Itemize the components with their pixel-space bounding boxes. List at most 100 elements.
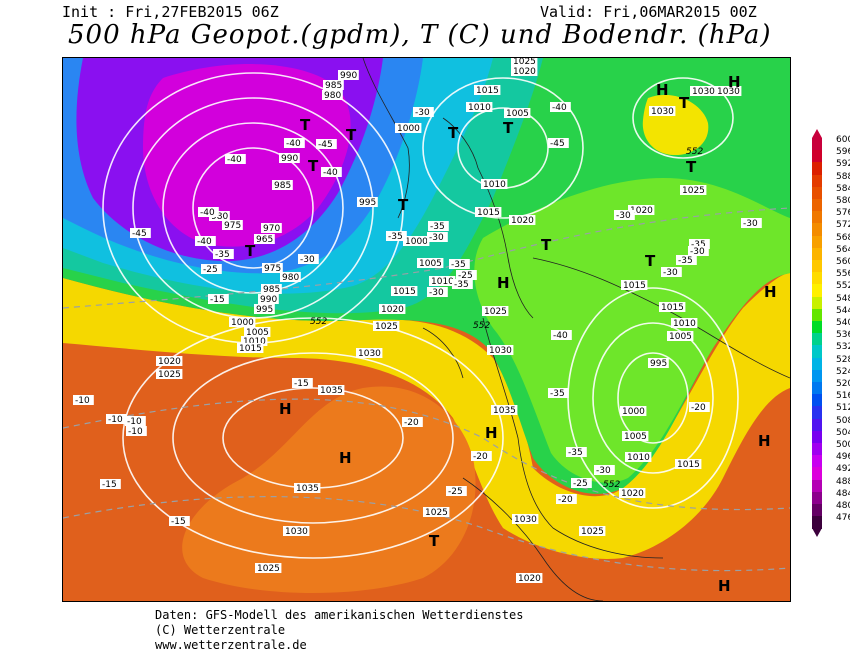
low-pressure-marker: T [308, 157, 319, 175]
svg-text:970: 970 [263, 224, 280, 234]
high-pressure-marker: H [728, 73, 741, 91]
svg-text:-45: -45 [318, 140, 333, 150]
low-pressure-marker: T [300, 116, 311, 134]
svg-text:-35: -35 [454, 280, 469, 290]
svg-text:1025: 1025 [257, 564, 280, 574]
svg-text:985: 985 [325, 81, 342, 91]
isobar-label: 1025 [511, 58, 538, 67]
svg-text:-25: -25 [203, 265, 218, 275]
colorbar-swatch [812, 394, 822, 407]
temperature-label: -35 [689, 239, 710, 250]
svg-text:985: 985 [274, 181, 291, 191]
isobar-label: 1000 [229, 317, 256, 328]
temperature-label: -40 [198, 207, 219, 218]
svg-text:1030: 1030 [358, 349, 381, 359]
temperature-label: -30 [298, 254, 319, 265]
isobar-label: 1025 [482, 306, 509, 317]
isobar-label: 1020 [628, 205, 655, 216]
isobar-label: 1025 [579, 526, 606, 537]
svg-text:1015: 1015 [476, 86, 499, 96]
map-title: 500 hPa Geopot.(gpdm), T (C) und Bodendr… [68, 20, 772, 50]
svg-text:1020: 1020 [511, 216, 534, 226]
isobar-label: 1000 [395, 123, 422, 134]
svg-text:985: 985 [263, 285, 280, 295]
svg-text:1015: 1015 [239, 344, 262, 354]
high-pressure-marker: H [656, 81, 669, 99]
svg-text:-45: -45 [132, 229, 147, 239]
low-pressure-marker: T [398, 196, 409, 214]
isobar-label: 975 [262, 263, 283, 274]
svg-text:-15: -15 [294, 379, 309, 389]
svg-text:-35: -35 [550, 389, 565, 399]
svg-text:-10: -10 [108, 415, 123, 425]
isobar-label: 1020 [516, 573, 543, 584]
colorbar-label: 520 [836, 379, 850, 389]
isobar-label: 1025 [680, 185, 707, 196]
geopotential-label: 552 [473, 321, 490, 331]
isobar-label: 1020 [156, 356, 183, 367]
colorbar-label: 484 [836, 488, 850, 499]
isobar-label: 1010 [429, 276, 456, 287]
isobar-label: 965 [254, 234, 275, 245]
colorbar-label: 540 [836, 318, 850, 328]
colorbar-top-arrow [812, 129, 822, 138]
isobar-label: 975 [222, 220, 243, 231]
low-pressure-marker: T [541, 236, 552, 254]
svg-text:1025: 1025 [682, 186, 705, 196]
colorbar-swatch [812, 247, 822, 261]
isobar-label: 985 [272, 180, 293, 191]
svg-text:1025: 1025 [425, 508, 448, 518]
svg-text:-40: -40 [200, 208, 215, 218]
temperature-label: -10 [73, 395, 94, 406]
colorbar-label: 552 [836, 281, 850, 292]
low-pressure-marker: T [679, 94, 690, 112]
svg-text:1010: 1010 [431, 277, 454, 287]
svg-text:-30: -30 [429, 288, 444, 298]
svg-text:1030: 1030 [489, 346, 512, 356]
svg-text:-35: -35 [691, 240, 706, 250]
svg-text:1010: 1010 [243, 337, 266, 347]
colorbar-swatch [812, 272, 822, 285]
colorbar-swatch [812, 345, 822, 359]
svg-text:1030: 1030 [651, 107, 674, 117]
svg-text:-40: -40 [553, 331, 568, 341]
temperature-label: -40 [321, 167, 342, 178]
temperature-label: -35 [213, 249, 234, 260]
colorbar-swatch [812, 430, 822, 444]
isobar-label: 1010 [481, 179, 508, 190]
colorbar-label: 588 [836, 171, 850, 182]
high-pressure-marker: H [718, 577, 731, 595]
svg-text:980: 980 [282, 273, 299, 283]
svg-text:-25: -25 [573, 479, 588, 489]
svg-text:-30: -30 [429, 233, 444, 243]
temperature-label: -40 [551, 330, 572, 341]
isobar-label: 1025 [255, 563, 282, 574]
temperature-label: -30 [688, 246, 709, 257]
svg-text:-15: -15 [210, 295, 225, 305]
svg-text:990: 990 [340, 71, 357, 81]
svg-text:1000: 1000 [397, 124, 420, 134]
isobar-label: 1010 [241, 336, 268, 347]
low-pressure-marker: T [686, 158, 697, 176]
colorbar-label: 576 [836, 208, 850, 219]
svg-text:-30: -30 [596, 466, 611, 476]
svg-text:-35: -35 [451, 260, 466, 270]
isobar-label: 990 [258, 294, 279, 305]
isobar-label: 985 [323, 80, 344, 91]
colorbar-swatch [812, 223, 822, 237]
low-pressure-marker: T [645, 252, 656, 270]
isobar-label: 1035 [294, 483, 321, 494]
svg-text:1000: 1000 [231, 318, 254, 328]
svg-text:-40: -40 [552, 103, 567, 113]
svg-text:1035: 1035 [493, 406, 516, 416]
temperature-label: -15 [292, 378, 313, 389]
svg-text:1015: 1015 [393, 287, 416, 297]
colorbar-swatch [812, 174, 822, 188]
isobar-label: 1025 [373, 321, 400, 332]
svg-text:980: 980 [324, 91, 341, 101]
svg-text:-25: -25 [448, 487, 463, 497]
high-pressure-marker: H [339, 449, 352, 467]
svg-text:-10: -10 [128, 427, 143, 437]
svg-text:1025: 1025 [375, 322, 398, 332]
colorbar-label: 572 [836, 220, 850, 231]
